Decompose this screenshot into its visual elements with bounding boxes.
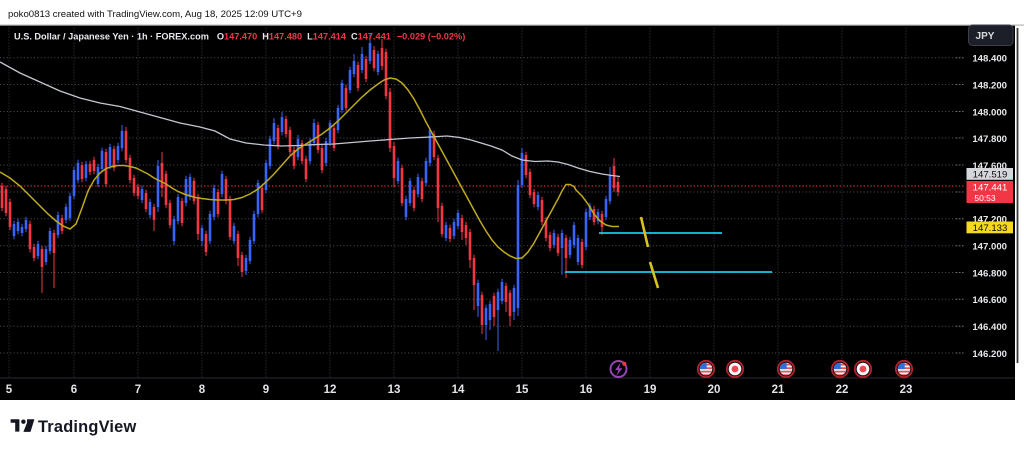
svg-text:148.200: 148.200: [972, 80, 1007, 91]
svg-text:147.133: 147.133: [973, 223, 1008, 234]
svg-text:148.000: 148.000: [972, 107, 1007, 118]
svg-text:146.800: 146.800: [972, 268, 1007, 279]
svg-text:16: 16: [580, 384, 593, 396]
svg-text:22: 22: [836, 384, 849, 396]
svg-text:13: 13: [388, 384, 401, 396]
svg-text:146.200: 146.200: [972, 349, 1007, 360]
svg-text:9: 9: [263, 384, 269, 396]
svg-text:6: 6: [71, 384, 77, 396]
svg-text:147.000: 147.000: [972, 242, 1007, 253]
svg-text:14: 14: [452, 384, 465, 396]
svg-text:5: 5: [6, 384, 13, 396]
svg-text:12: 12: [324, 384, 337, 396]
svg-text:15: 15: [516, 384, 529, 396]
svg-text:147.441: 147.441: [973, 183, 1008, 194]
svg-text:7: 7: [135, 384, 141, 396]
svg-text:poko0813 created with TradingV: poko0813 created with TradingView.com, A…: [8, 9, 302, 20]
svg-text:147.200: 147.200: [972, 215, 1007, 226]
svg-text:20: 20: [708, 384, 721, 396]
svg-text:JPY: JPY: [976, 31, 995, 42]
svg-text:23: 23: [900, 384, 913, 396]
svg-text:8: 8: [199, 384, 206, 396]
svg-text:147.800: 147.800: [972, 134, 1007, 145]
svg-text:146.600: 146.600: [972, 295, 1007, 306]
svg-text:19: 19: [644, 384, 657, 396]
svg-text:147.600: 147.600: [972, 161, 1007, 172]
svg-text:U.S. Dollar / Japanese Yen · 1: U.S. Dollar / Japanese Yen · 1h · FOREX.…: [14, 32, 465, 42]
svg-text:TradingView: TradingView: [38, 418, 136, 436]
svg-text:146.400: 146.400: [972, 322, 1007, 333]
svg-text:148.400: 148.400: [972, 54, 1007, 65]
svg-text:21: 21: [772, 384, 785, 396]
svg-text:50:53: 50:53: [974, 193, 996, 203]
svg-text:147.519: 147.519: [973, 170, 1008, 181]
